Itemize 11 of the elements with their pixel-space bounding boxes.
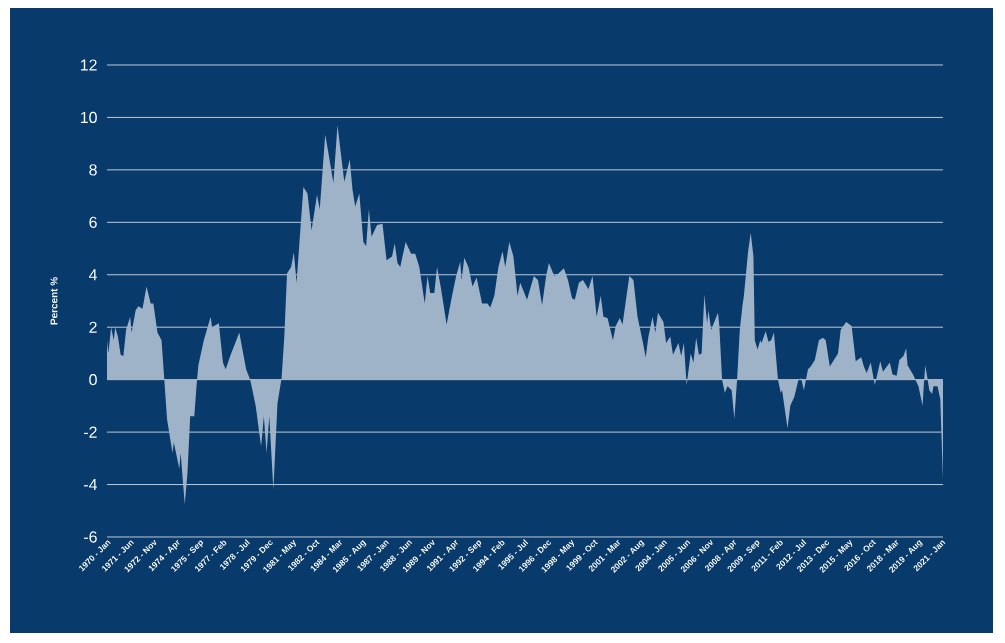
y-tick-label: -2 xyxy=(84,426,97,438)
y-tick-label: 10 xyxy=(80,111,97,124)
y-axis-title: Percent % xyxy=(50,277,58,325)
y-tick-label: 6 xyxy=(89,216,97,228)
y-tick-label: 12 xyxy=(80,59,97,71)
y-tick-label: 8 xyxy=(89,164,97,176)
y-tick-label: 0 xyxy=(89,374,97,386)
y-tick-label: -6 xyxy=(84,531,97,543)
y-tick-label: 2 xyxy=(89,321,97,333)
y-tick-label: 4 xyxy=(88,269,98,281)
y-tick-label: -4 xyxy=(84,479,98,491)
